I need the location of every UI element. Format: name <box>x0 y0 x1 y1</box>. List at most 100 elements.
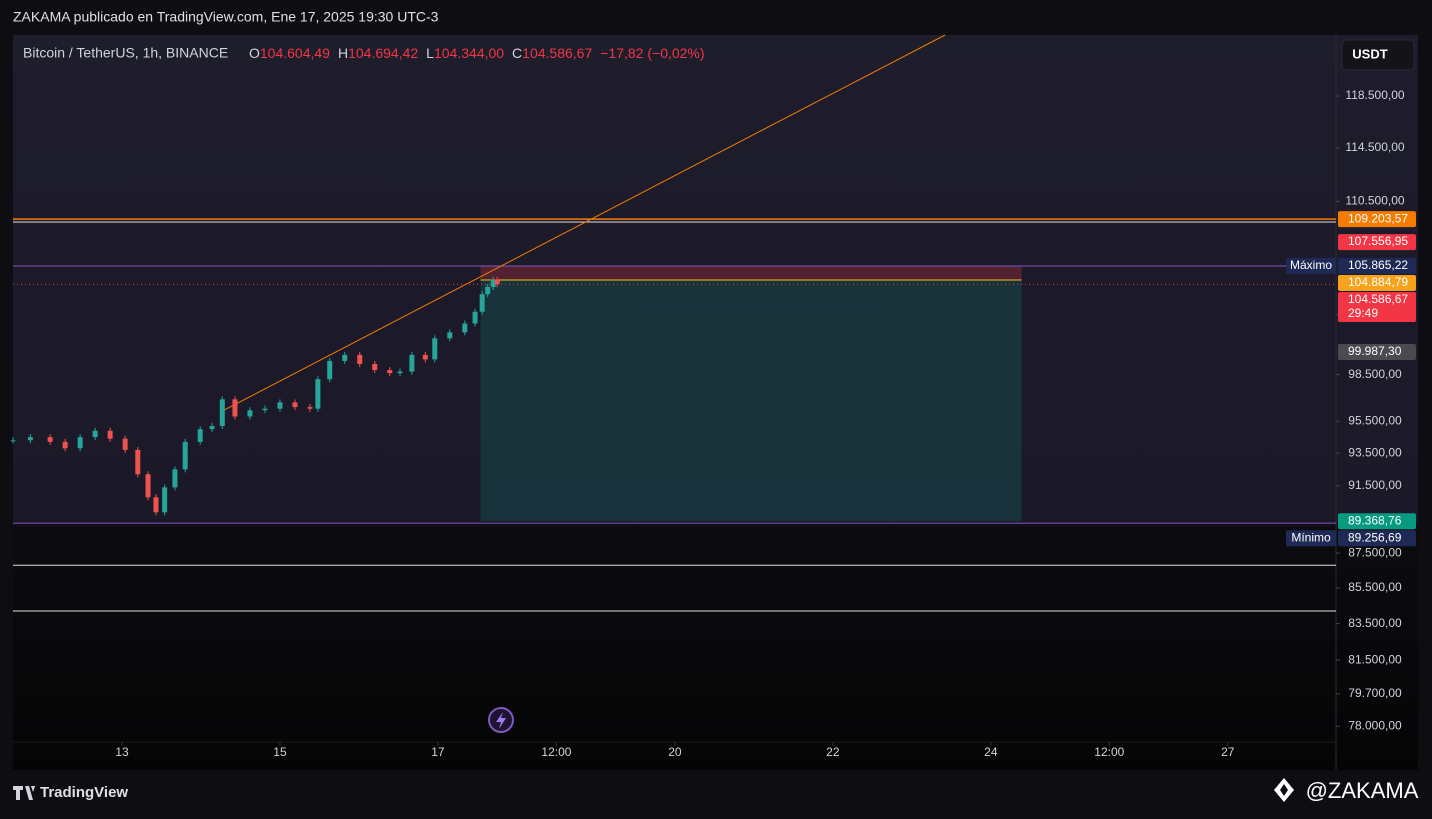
candle <box>209 425 215 430</box>
price-label <box>1338 274 1416 291</box>
x-tick-label: 17 <box>431 745 445 759</box>
price-label-text: 104.586,67 <box>1348 292 1408 306</box>
y-tick-label: 118.500,00 <box>1345 88 1404 102</box>
publisher: ZAKAMA publicado en TradingView.com, Ene… <box>13 9 439 25</box>
candle <box>422 354 428 360</box>
candle <box>62 441 68 449</box>
y-tick-label: 91.500,00 <box>1348 478 1402 492</box>
candle <box>92 430 98 438</box>
candle <box>262 408 268 411</box>
price-label-text: 99.987,30 <box>1348 344 1402 358</box>
ohlc-key: L <box>426 45 434 61</box>
candle <box>162 487 168 513</box>
change: −17,82 (−0,02%) <box>600 45 704 61</box>
ohlc-value: 104.586,67 <box>522 45 592 61</box>
candle <box>479 294 485 312</box>
candle <box>357 354 363 364</box>
price-label-text: 107.556,95 <box>1348 234 1408 248</box>
level-tag-text: Mínimo <box>1291 530 1331 544</box>
x-tick-label: 12:00 <box>1094 745 1124 759</box>
candle <box>432 338 438 360</box>
candle <box>387 370 393 374</box>
y-tick-label: 83.500,00 <box>1348 616 1402 630</box>
candle <box>135 449 141 475</box>
binance-icon <box>1274 778 1294 802</box>
level-tag-text: Máximo <box>1290 258 1332 272</box>
candle <box>462 323 468 333</box>
price-label <box>1338 257 1416 274</box>
y-tick-label: 78.000,00 <box>1348 718 1402 732</box>
candle <box>372 363 378 371</box>
target-zone <box>480 279 1022 522</box>
x-tick-label: 24 <box>984 745 998 759</box>
price-label-text: 104.884,79 <box>1348 275 1408 289</box>
currency[interactable]: USDT <box>1352 46 1387 61</box>
candle <box>182 441 188 470</box>
ohlc-legend: O104.604,49 H104.694,42 L104.344,00 C104.58… <box>249 45 705 61</box>
level-tag <box>1286 257 1336 274</box>
candle <box>122 438 128 450</box>
y-tick-label: 95.500,00 <box>1348 413 1402 427</box>
candle <box>315 379 321 409</box>
candle <box>27 437 33 441</box>
x-tick-label: 27 <box>1221 745 1235 759</box>
ohlc-key: O <box>249 45 260 61</box>
replay-icon-bolt <box>496 712 506 729</box>
x-tick-label: 13 <box>115 745 129 759</box>
symbol: Bitcoin / TetherUS, 1h, BINANCE <box>23 45 228 61</box>
ohlc-value: 104.344,00 <box>434 45 504 61</box>
candle <box>247 410 253 417</box>
price-label-text: 89.368,76 <box>1348 513 1402 527</box>
price-label <box>1338 530 1416 547</box>
candle <box>292 402 298 408</box>
ohlc-key: H <box>338 45 348 61</box>
trendline <box>223 34 946 411</box>
y-tick-label: 98.500,00 <box>1348 367 1402 381</box>
candle <box>485 286 491 295</box>
x-tick-label: 22 <box>826 745 840 759</box>
candle <box>47 437 53 442</box>
candle <box>77 437 83 449</box>
candle <box>409 354 415 372</box>
price-label <box>1338 513 1416 530</box>
candle <box>232 399 238 417</box>
ohlc-value: 104.604,49 <box>260 45 330 61</box>
tv-logo <box>13 786 35 800</box>
price-label-text: 89.256,69 <box>1348 530 1402 544</box>
x-tick-label: 15 <box>273 745 287 759</box>
y-tick-label: 85.500,00 <box>1348 580 1402 594</box>
candle <box>307 407 313 409</box>
candle <box>197 429 203 442</box>
price-label <box>1338 211 1416 228</box>
brand: TradingView <box>40 784 128 801</box>
x-tick-label: 20 <box>668 745 682 759</box>
y-tick-label: 87.500,00 <box>1348 545 1402 559</box>
candle <box>172 469 178 488</box>
y-tick-label: 79.700,00 <box>1348 686 1402 700</box>
price-label <box>1338 291 1416 322</box>
price-label-text: 105.865,22 <box>1348 258 1408 272</box>
x-tick-label: 12:00 <box>541 745 571 759</box>
candle <box>145 474 151 498</box>
countdown: 29:49 <box>1348 306 1378 320</box>
candle <box>490 279 496 287</box>
price-label-text: 109.203,57 <box>1348 211 1408 225</box>
currency-button[interactable] <box>1341 39 1415 71</box>
ohlc-key: C <box>512 45 522 61</box>
candle <box>277 402 283 409</box>
candle <box>153 497 159 513</box>
candle <box>342 354 348 361</box>
candle <box>397 371 403 374</box>
y-tick-label: 81.500,00 <box>1348 652 1402 666</box>
handle: @ZAKAMA <box>1306 778 1419 803</box>
price-label <box>1338 344 1416 361</box>
y-tick-label: 114.500,00 <box>1345 140 1404 154</box>
level-tag <box>1286 530 1336 547</box>
candle <box>107 430 113 439</box>
y-tick-label: 93.500,00 <box>1348 445 1402 459</box>
candle <box>472 311 478 324</box>
price-label <box>1338 234 1416 251</box>
candle <box>494 279 500 285</box>
